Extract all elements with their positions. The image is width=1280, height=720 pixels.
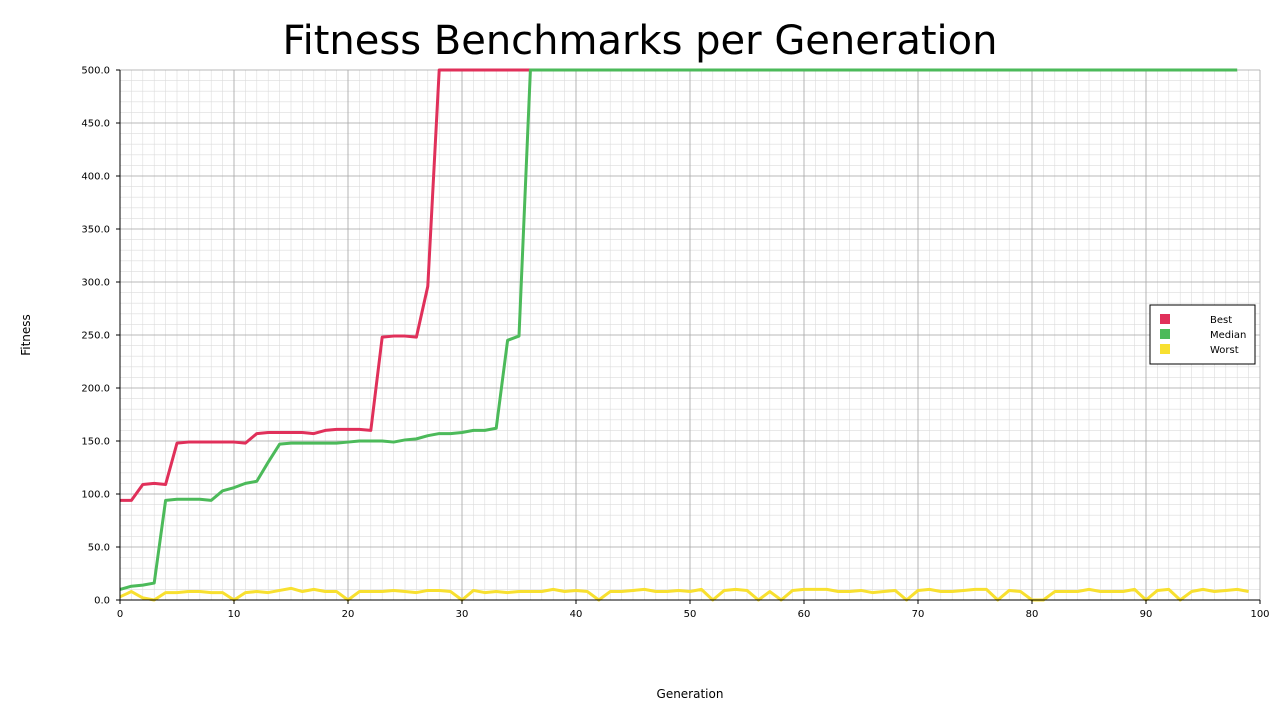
legend-label-best: Best xyxy=(1210,315,1232,326)
major-grid xyxy=(119,69,1261,601)
y-tick-label: 350.0 xyxy=(81,225,110,236)
x-tick-label: 20 xyxy=(342,609,355,620)
x-tick-label: 90 xyxy=(1140,609,1153,620)
x-tick-label: 80 xyxy=(1026,609,1039,620)
x-tick-label: 50 xyxy=(684,609,697,620)
y-tick-label: 200.0 xyxy=(81,384,110,395)
x-tick-label: 100 xyxy=(1250,609,1269,620)
x-tick-label: 0 xyxy=(117,609,123,620)
x-tick-label: 60 xyxy=(798,609,811,620)
x-tick-label: 30 xyxy=(456,609,469,620)
series-line-worst xyxy=(119,586,1249,602)
series-line-median xyxy=(119,68,1238,591)
axes xyxy=(116,69,1261,604)
y-tick-label: 250.0 xyxy=(81,331,110,342)
legend-swatch-worst xyxy=(1160,344,1170,354)
x-axis-title: Generation xyxy=(657,687,724,701)
chart-title: Fitness Benchmarks per Generation xyxy=(282,18,998,64)
y-tick-label: 0.0 xyxy=(94,596,110,607)
legend-swatch-median xyxy=(1160,329,1170,339)
y-tick-label: 300.0 xyxy=(81,278,110,289)
x-tick-label: 70 xyxy=(912,609,925,620)
legend-swatch-best xyxy=(1160,314,1170,324)
y-axis-title: Fitness xyxy=(19,314,33,356)
legend-label-median: Median xyxy=(1210,330,1246,341)
y-tick-label: 450.0 xyxy=(81,119,110,130)
y-tick-label: 400.0 xyxy=(81,172,110,183)
legend: Best Median Worst xyxy=(1149,304,1256,365)
y-tick-label: 50.0 xyxy=(88,543,110,554)
y-tick-label: 500.0 xyxy=(81,66,110,77)
series-line-best xyxy=(120,68,542,502)
legend-label-worst: Worst xyxy=(1210,345,1239,356)
x-tick-label: 10 xyxy=(228,609,241,620)
series-layer xyxy=(119,68,1249,602)
y-tick-label: 150.0 xyxy=(81,437,110,448)
y-tick-label: 100.0 xyxy=(81,490,110,501)
tick-labels: 0 10 20 30 40 50 60 70 80 90 100 0.0 50.0 100.0 150.0 2… xyxy=(81,66,1269,621)
x-tick-label: 40 xyxy=(570,609,583,620)
